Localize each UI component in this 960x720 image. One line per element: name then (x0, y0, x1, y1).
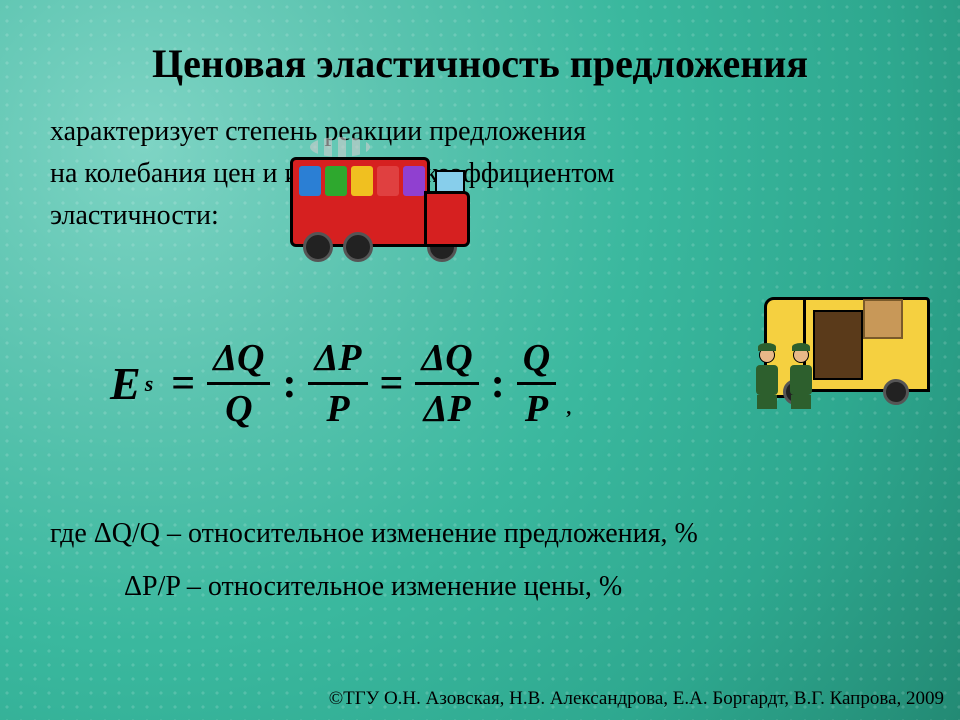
formula-area: E s = ΔQ Q : ΔP P = ΔQ ΔP : Q (50, 267, 910, 467)
formula-E: E (110, 357, 141, 410)
elasticity-formula: E s = ΔQ Q : ΔP P = ΔQ ΔP : Q (110, 337, 571, 430)
formula-colon-1: : (282, 360, 296, 408)
slide-content: Ценовая эластичность предложения характе… (0, 0, 960, 633)
definitions: где ΔQ/Q – относительное изменение предл… (50, 507, 910, 613)
illustration-yellow-van (800, 297, 930, 392)
formula-frac-3: ΔQ ΔP (415, 337, 478, 430)
formula-frac-4: Q P (517, 337, 556, 430)
formula-frac-1: ΔQ Q (207, 337, 270, 430)
copyright-footer: ©ТГУ О.Н. Азовская, Н.В. Александрова, Е… (329, 688, 944, 710)
formula-subscript: s (145, 371, 154, 397)
slide-title: Ценовая эластичность предложения (50, 40, 910, 87)
intro-line-3: эластичности: (50, 195, 910, 237)
definition-2: ΔP/P – относительное изменение цены, % (50, 560, 910, 613)
intro-line-1: характеризует степень реакции предложени… (50, 111, 910, 153)
formula-colon-2: : (491, 360, 505, 408)
formula-frac-2: ΔP P (308, 337, 367, 430)
formula-equals-1: = (171, 360, 195, 408)
intro-line-2: на колебания цен и измеряется коэффициен… (50, 153, 910, 195)
illustration-red-truck (290, 157, 430, 247)
intro-text: характеризует степень реакции предложени… (50, 111, 910, 237)
definition-1: где ΔQ/Q – относительное изменение предл… (50, 507, 910, 560)
formula-comma: , (566, 397, 571, 420)
formula-equals-2: = (380, 360, 404, 408)
